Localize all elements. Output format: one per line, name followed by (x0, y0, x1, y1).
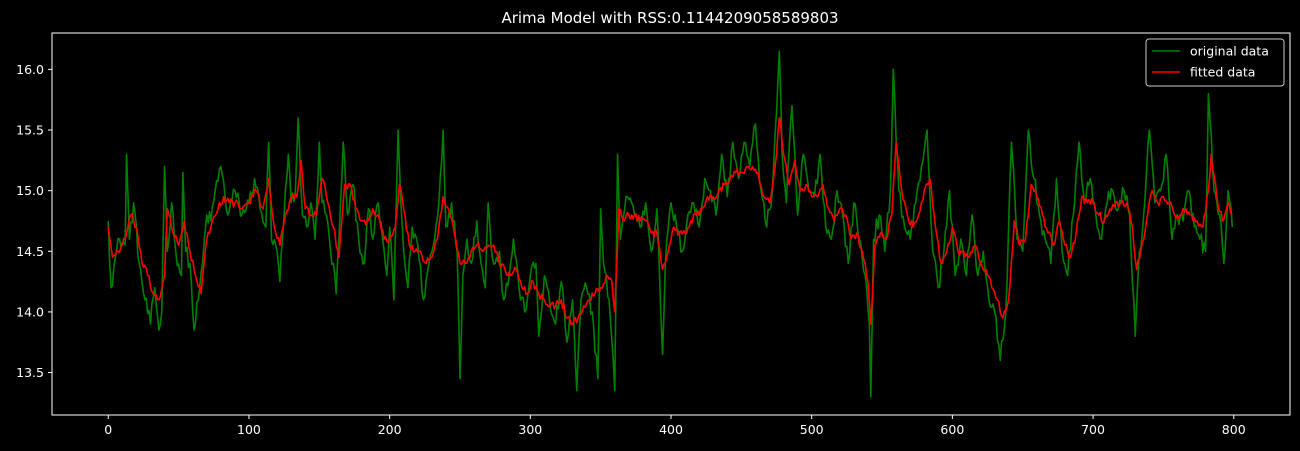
y-tick-label: 15.5 (16, 123, 44, 138)
x-tick-label: 200 (378, 422, 402, 437)
series-line-fitted (107, 117, 1233, 326)
plot-area (107, 50, 1234, 398)
y-axis: 13.5 14.0 14.5 15.0 15.5 16.0 (16, 62, 52, 380)
x-tick-label: 100 (237, 422, 261, 437)
plot-frame (51, 32, 1291, 416)
x-tick-label: 400 (659, 422, 683, 437)
y-tick-label: 14.5 (16, 244, 44, 259)
x-tick-label: 300 (518, 422, 542, 437)
legend-label-original: original data (1190, 44, 1269, 59)
y-tick-label: 16.0 (16, 62, 44, 77)
legend: original data fitted data (1145, 38, 1285, 87)
y-tick-label: 14.0 (16, 304, 44, 319)
series-layer (107, 50, 1234, 398)
x-tick-label: 600 (940, 422, 964, 437)
chart-title: Arima Model with RSS:0.1144209058589803 (501, 9, 838, 27)
y-tick-label: 13.5 (16, 365, 44, 380)
x-tick-label: 800 (1222, 422, 1246, 437)
x-tick-label: 0 (104, 422, 112, 437)
x-axis: 0 100 200 300 400 500 600 700 800 (104, 415, 1246, 437)
y-tick-label: 15.0 (16, 183, 44, 198)
series-line-original (107, 50, 1234, 398)
x-tick-label: 700 (1081, 422, 1105, 437)
legend-label-fitted: fitted data (1190, 65, 1255, 80)
legend-box (1145, 38, 1285, 87)
x-tick-label: 500 (800, 422, 824, 437)
